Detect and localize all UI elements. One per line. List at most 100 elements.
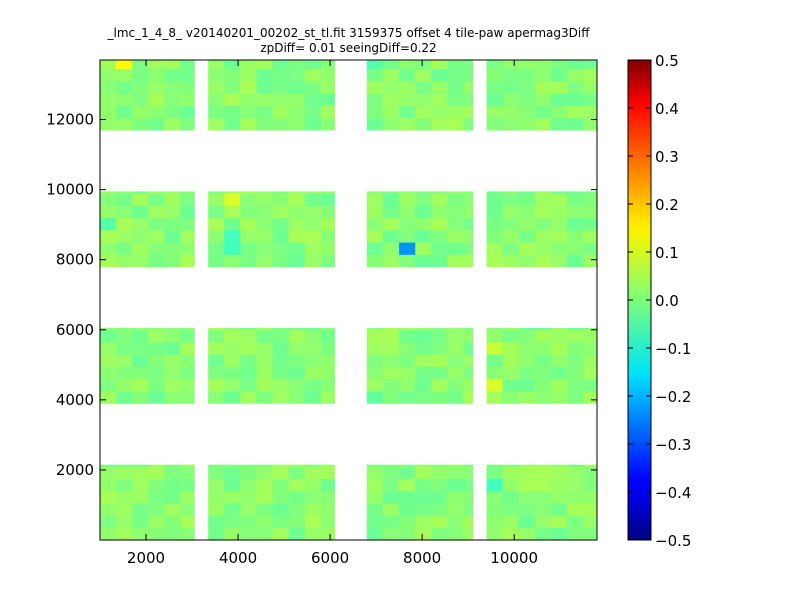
heatmap-cell [148, 378, 165, 392]
heatmap-cell [415, 464, 432, 467]
heatmap-cell [272, 366, 290, 380]
heatmap-cell [148, 81, 165, 94]
heatmap-cell [431, 478, 448, 492]
heatmap-cell [463, 490, 474, 504]
heatmap-cell [583, 378, 598, 392]
heatmap-cell [463, 329, 474, 343]
heatmap-cell [320, 191, 336, 194]
heatmap-cell [447, 328, 464, 331]
heatmap-cell [288, 478, 306, 492]
x-tick-label: 4000 [219, 549, 257, 567]
heatmap-cell [148, 254, 165, 268]
heatmap-cell [208, 391, 225, 404]
heatmap-cell [463, 60, 474, 70]
heatmap-cell [180, 515, 195, 529]
heatmap-cell [148, 205, 165, 219]
heatmap-cell [550, 478, 568, 492]
heatmap-cell [447, 60, 464, 70]
heatmap-cell [518, 81, 536, 94]
y-tick-label: 10000 [46, 181, 94, 199]
heatmap-cell [208, 466, 225, 480]
heatmap-cell [164, 93, 181, 106]
heatmap-cell [288, 81, 306, 94]
heatmap-cell [116, 366, 133, 380]
heatmap-cell [583, 68, 598, 82]
heatmap-cell [567, 515, 584, 529]
heatmap-cell [180, 229, 195, 243]
heatmap-cell [100, 191, 117, 194]
heatmap-cell [463, 81, 474, 94]
heatmap-cell [132, 466, 149, 480]
plot-frame [99, 59, 598, 541]
heatmap-cell [256, 354, 273, 367]
heatmap-cell [240, 60, 257, 70]
heatmap-cell [415, 366, 432, 380]
heatmap-cell [486, 503, 504, 516]
heatmap-cell [550, 117, 568, 131]
heatmap-cell [415, 117, 432, 131]
heatmap-cell [366, 254, 384, 268]
heatmap-cell [447, 466, 464, 480]
heatmap-cell [100, 81, 117, 94]
heatmap-cell [415, 191, 432, 194]
heatmap-cell [431, 191, 448, 194]
x-tick-label: 8000 [403, 549, 441, 567]
heatmap-cell [180, 117, 195, 131]
heatmap-cell [463, 105, 474, 119]
heatmap-cell [272, 205, 290, 219]
heatmap-cell [224, 515, 241, 529]
heatmap-cell [399, 117, 416, 131]
heatmap-cell [518, 503, 536, 516]
heatmap-cell [463, 191, 474, 194]
heatmap-cell [431, 515, 448, 529]
heatmap-cell [502, 464, 520, 467]
heatmap-cell [567, 193, 584, 206]
heatmap-cell [502, 117, 520, 131]
heatmap-cell [224, 254, 241, 268]
heatmap-cell [132, 478, 149, 492]
heatmap-cell [132, 191, 149, 194]
heatmap-cell [116, 328, 133, 331]
heatmap-cell [534, 366, 552, 380]
heatmap-cell [272, 68, 290, 82]
heatmap-cell [567, 81, 584, 94]
heatmap-cell [567, 490, 584, 504]
heatmap-cell [304, 105, 322, 119]
heatmap-cell [431, 229, 448, 243]
heatmap-cell [399, 81, 416, 94]
heatmap-cell [116, 191, 133, 194]
colorbar-tick-label: 0.2 [655, 196, 679, 214]
heatmap-cell [366, 354, 384, 367]
heatmap-cell [415, 378, 432, 392]
heatmap-cell [447, 205, 464, 219]
heatmap-cell [518, 378, 536, 392]
heatmap-cell [288, 503, 306, 516]
heatmap-cell [415, 527, 432, 541]
heatmap-cell [502, 60, 520, 70]
heatmap-cell [304, 60, 322, 70]
heatmap-cell [116, 503, 133, 516]
heatmap-cell [164, 254, 181, 268]
heatmap-cell [383, 466, 400, 480]
heatmap-cell [240, 391, 257, 404]
heatmap-cell [304, 490, 322, 504]
heatmap-cell [320, 464, 336, 467]
heatmap-cell [288, 242, 306, 255]
heatmap-cell [272, 329, 290, 343]
heatmap-cell [224, 342, 241, 355]
heatmap-cell [224, 105, 241, 119]
heatmap-cell [208, 93, 225, 106]
heatmap-cell [431, 329, 448, 343]
heatmap-cell [132, 205, 149, 219]
heatmap-cell [224, 205, 241, 219]
heatmap-cell [272, 527, 290, 541]
heatmap-cell [100, 242, 117, 255]
heatmap-cell [164, 391, 181, 404]
heatmap-cell [567, 478, 584, 492]
heatmap-cell [116, 229, 133, 243]
heatmap-cell [431, 366, 448, 380]
heatmap-cell [304, 503, 322, 516]
heatmap-cell [100, 490, 117, 504]
heatmap-cell [502, 254, 520, 268]
heatmap-cell [486, 328, 504, 331]
